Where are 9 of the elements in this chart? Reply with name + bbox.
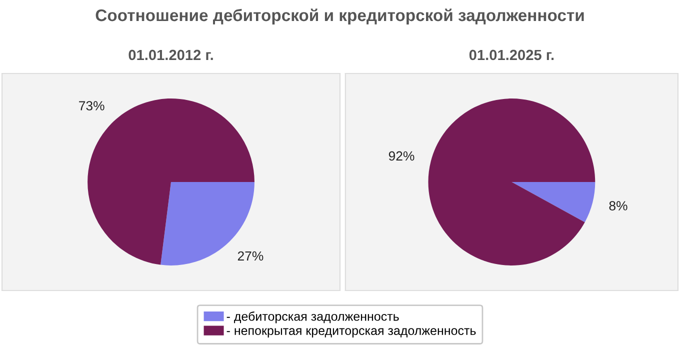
text: Соотношение дебиторской и кредиторской задолженности [96,8,584,24]
data-label: 92% [388,151,414,161]
chart-title: 01.01.2012 г. [128,50,213,60]
data-label: 8% [609,201,628,210]
data-label: 27% [238,251,264,261]
legend-label: - непокрытая кредиторская задолженность [226,328,476,338]
chart-title: 01.01.2025 г. [469,50,554,60]
legend-label: - дебиторская задолженность [226,312,399,324]
data-label: 73% [79,101,104,110]
